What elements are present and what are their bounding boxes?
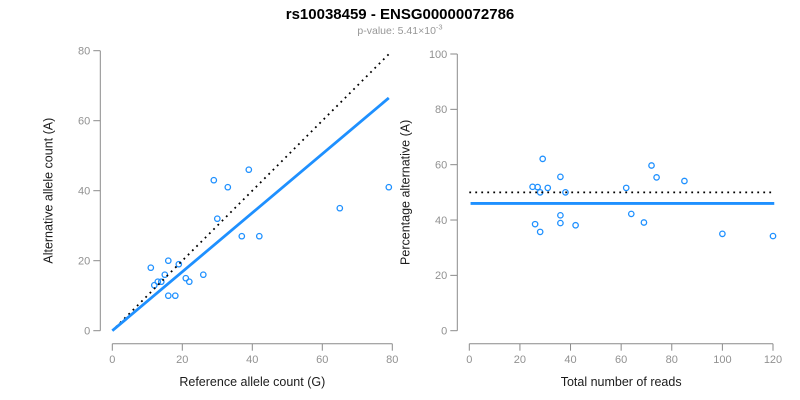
data-point	[238, 232, 246, 240]
data-point	[245, 166, 253, 174]
data-point	[164, 292, 172, 300]
data-point	[224, 183, 232, 191]
x-tick-label: 80	[666, 354, 678, 366]
data-point	[199, 271, 207, 279]
data-point	[147, 264, 155, 272]
figure-subtitle: p-value: 5.41×10-3	[0, 22, 800, 37]
fit-line	[111, 96, 390, 332]
y-tick-label: 0	[441, 326, 447, 338]
data-point	[531, 220, 539, 228]
pvalue-label: p-value:	[357, 25, 398, 37]
data-point	[648, 162, 655, 169]
data-point	[154, 278, 162, 286]
y-tick-label: 80	[78, 46, 90, 58]
data-point	[640, 219, 648, 226]
x-tick-label: 120	[764, 354, 782, 366]
data-point	[171, 292, 179, 300]
y-tick-label: 0	[84, 326, 90, 338]
data-point	[157, 278, 165, 286]
data-point	[161, 271, 169, 279]
data-point	[185, 278, 193, 286]
x-tick-label: 20	[176, 354, 188, 366]
data-point	[534, 183, 541, 191]
pvalue-mantissa: 5.41×10	[397, 25, 436, 37]
y-tick-label: 40	[435, 215, 447, 227]
x-tick-label: 0	[109, 354, 115, 366]
data-point	[769, 232, 777, 240]
data-point	[164, 257, 172, 265]
data-point	[622, 184, 630, 192]
y-tick-label: 60	[435, 159, 447, 171]
x-tick-label: 60	[316, 354, 328, 366]
data-point	[557, 173, 564, 181]
y-tick-label: 20	[435, 270, 447, 282]
data-point	[385, 183, 393, 191]
x-tick-label: 40	[564, 354, 576, 366]
data-point	[536, 228, 544, 236]
y-tick-label: 20	[78, 256, 90, 268]
data-point	[213, 215, 221, 223]
data-point	[653, 174, 660, 181]
y-axis-title: Alternative allele count (A)	[41, 118, 55, 264]
x-tick-label: 80	[386, 354, 398, 366]
data-point	[210, 176, 218, 184]
data-point	[255, 232, 263, 240]
x-tick-label: 0	[466, 354, 472, 366]
data-point	[557, 211, 564, 219]
data-point	[562, 189, 569, 196]
y-tick-label: 80	[435, 104, 447, 116]
data-point	[182, 274, 190, 282]
y-tick-label: 40	[78, 186, 90, 198]
data-point	[681, 177, 688, 185]
data-point	[336, 204, 344, 212]
data-point	[175, 260, 183, 268]
figure-title: rs10038459 - ENSG00000072786	[285, 6, 515, 23]
x-axis-title: Total number of reads	[561, 375, 682, 389]
y-tick-label: 100	[429, 49, 447, 61]
data-point	[572, 221, 579, 229]
data-point	[557, 219, 564, 227]
identity-line	[115, 51, 392, 328]
x-tick-label: 40	[246, 354, 258, 366]
x-axis-title: Reference allele count (G)	[179, 375, 325, 389]
data-point	[539, 155, 547, 163]
allele-counts-plot: 0 20 40 60 80 0 20 40 60 80 Reference allele count…	[41, 46, 398, 390]
data-point	[544, 184, 552, 192]
data-point	[627, 210, 635, 218]
data-point	[719, 230, 726, 238]
x-tick-label: 60	[615, 354, 627, 366]
percentage-alternative-plot: 0 20 40 60 80 100 0 20 40 60 80 100 120 Total number …	[398, 49, 782, 389]
y-axis-title: Percentage alternative (A)	[398, 120, 412, 265]
x-tick-label: 100	[713, 354, 731, 366]
y-tick-label: 60	[78, 116, 90, 128]
x-tick-label: 20	[514, 354, 526, 366]
pvalue-exponent: -3	[435, 22, 443, 32]
